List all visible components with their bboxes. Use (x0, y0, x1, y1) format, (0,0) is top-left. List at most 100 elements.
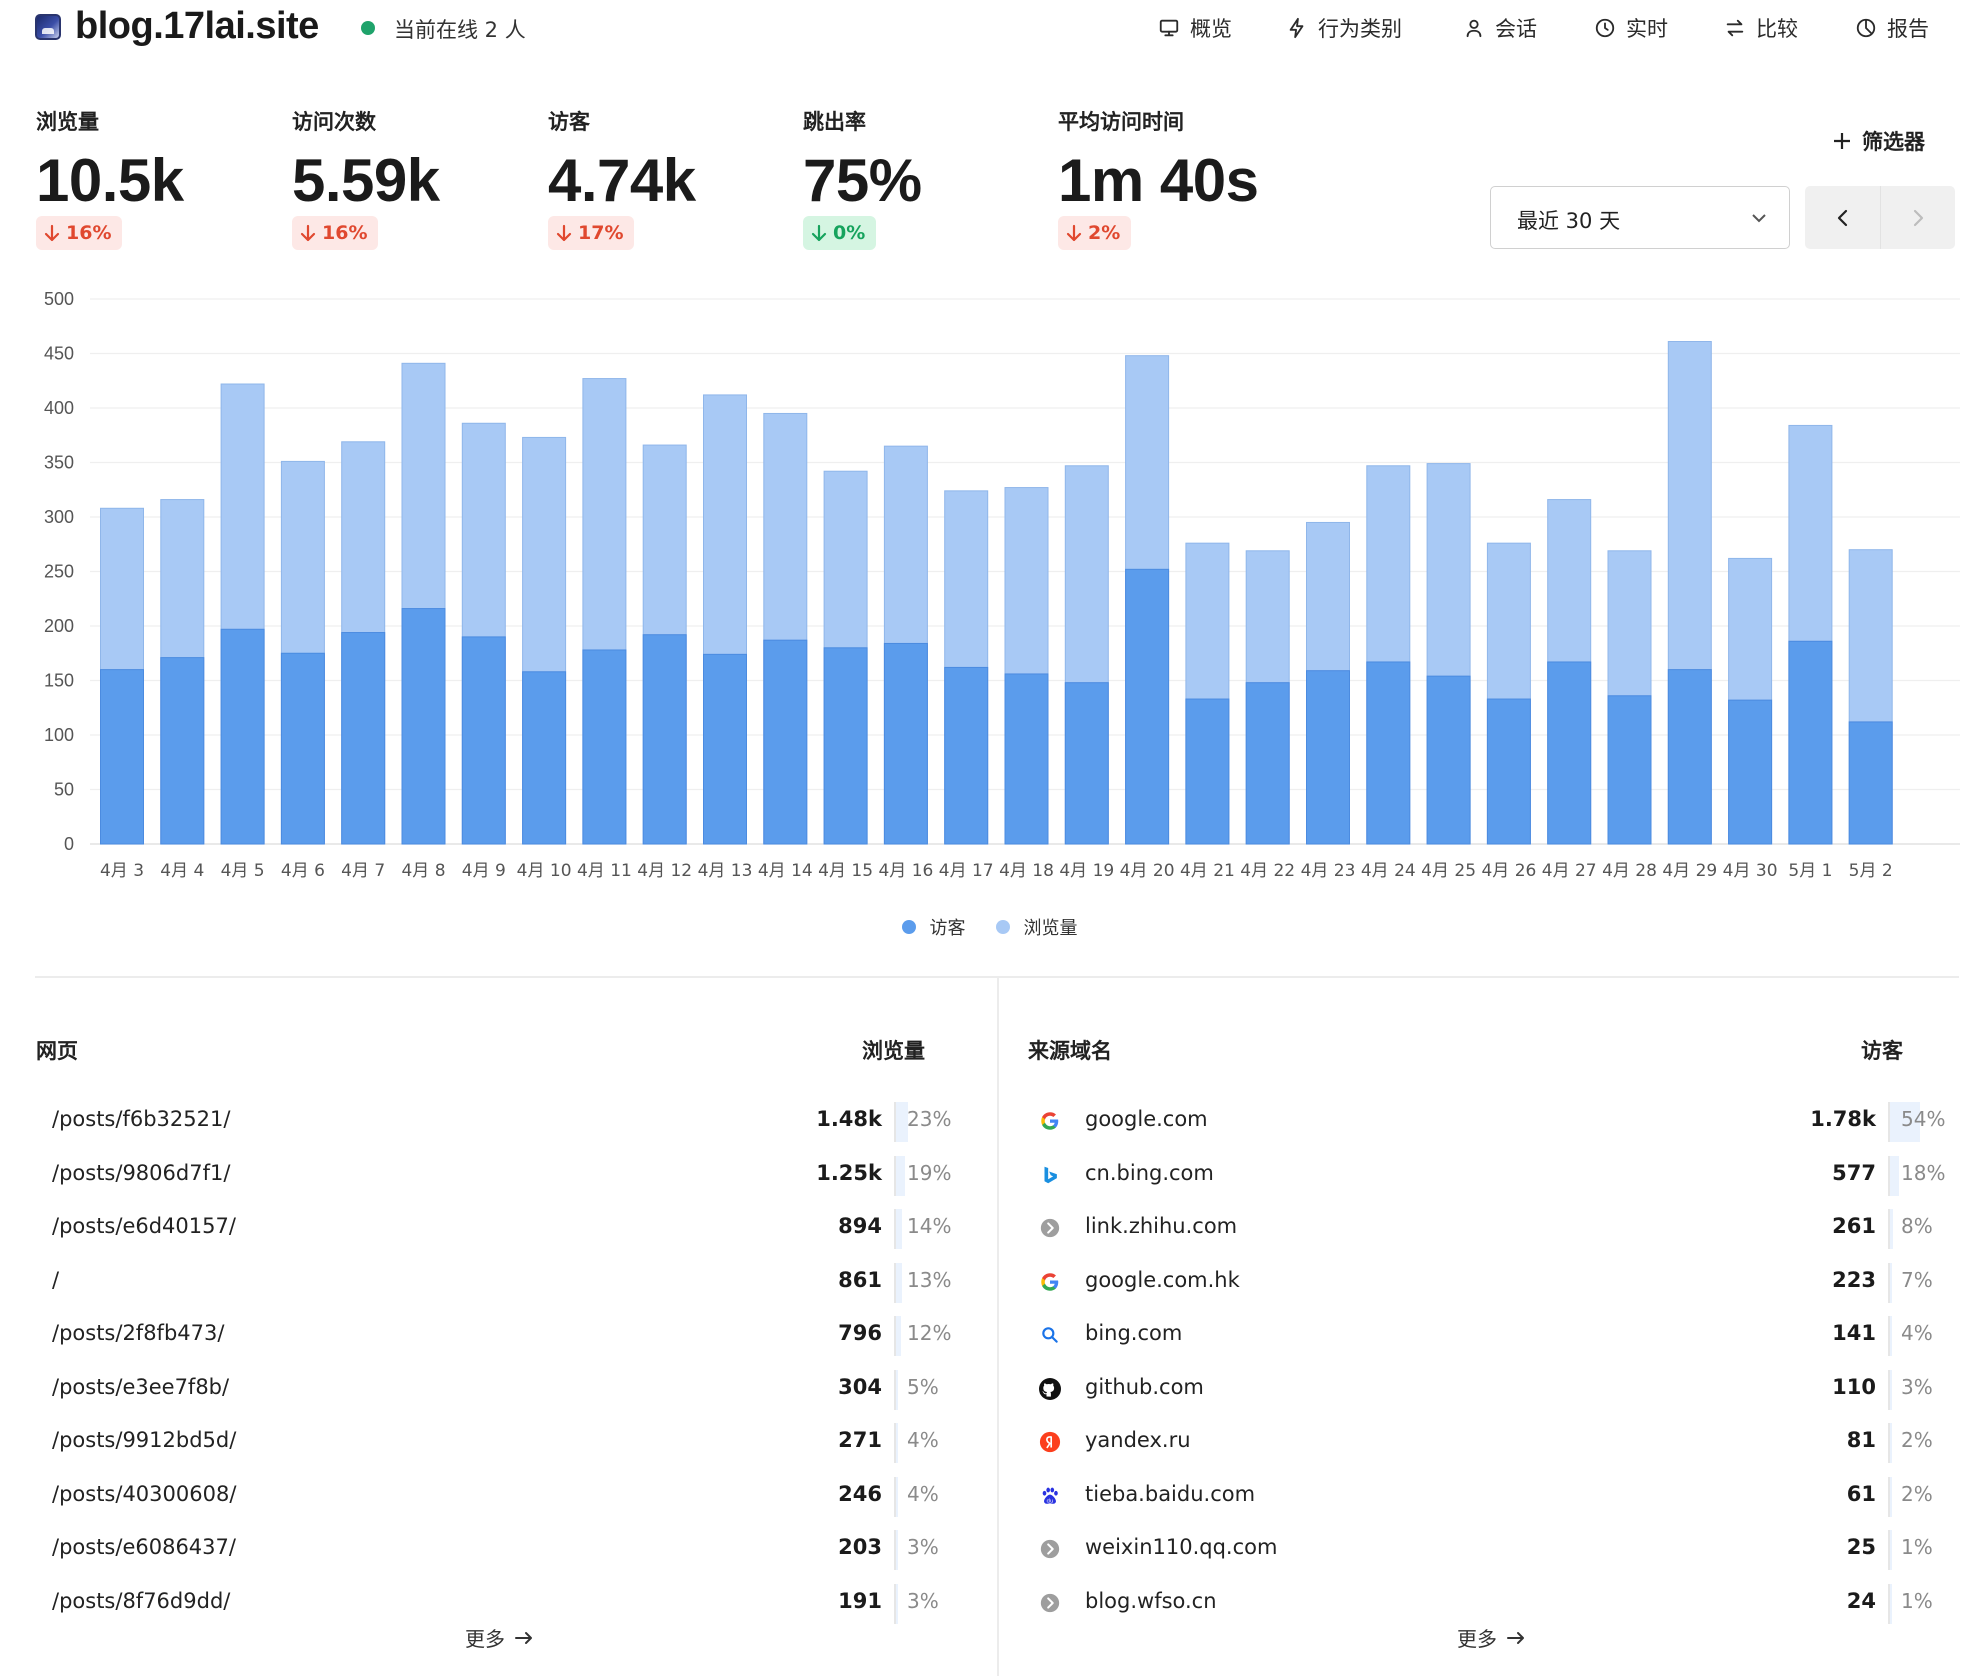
referrer-row[interactable]: weixin110.qq.com 25 1% (1028, 1523, 1958, 1575)
legend-label: 访客 (929, 918, 966, 939)
page-row[interactable]: /posts/8f76d9dd/191 3% (36, 1577, 966, 1629)
referrer-row-label[interactable]: tieba.baidu.com (1085, 1481, 1256, 1506)
referrer-row-percent: 54% (1901, 1107, 1946, 1131)
visitors-bar (461, 636, 506, 845)
referrer-row-label[interactable]: weixin110.qq.com (1085, 1535, 1278, 1559)
referrer-row[interactable]: link.zhihu.com 261 8% (1028, 1202, 1958, 1254)
x-tick-label: 4月 20 (1120, 861, 1175, 881)
metric-label: 平均访问时间 (1058, 110, 1184, 134)
date-range-select[interactable]: 最近 30 天 (1490, 186, 1790, 249)
referrer-row-label[interactable]: blog.wfso.cn (1085, 1588, 1217, 1613)
row-separator (1888, 1423, 1890, 1463)
page-row[interactable]: /posts/9806d7f1/1.25k 19% (36, 1149, 966, 1201)
page-row[interactable]: /posts/9912bd5d/271 4% (36, 1416, 966, 1468)
metric-visitors[interactable]: 访客 4.74k 17% (548, 106, 696, 250)
legend-dot-pageviews-icon (995, 920, 1010, 934)
x-tick-label: 4月 28 (1602, 861, 1657, 881)
metric-change-badge: 16% (292, 216, 379, 250)
referrer-row[interactable]: blog.wfso.cn 24 1% (1028, 1577, 1958, 1629)
referrer-row-percent: 3% (1901, 1374, 1933, 1399)
referrer-row-label[interactable]: bing.com (1085, 1321, 1183, 1345)
nav-reports-label: 报告 (1887, 17, 1929, 41)
row-separator (1888, 1262, 1890, 1303)
nav-realtime[interactable]: 实时 (1594, 13, 1668, 43)
page-row[interactable]: /posts/e3ee7f8b/304 5% (36, 1363, 966, 1415)
y-tick-label: 500 (44, 289, 74, 309)
referrer-row[interactable]: google.com 1.78k 54% (1028, 1095, 1958, 1147)
page-row-label[interactable]: /posts/f6b32521/ (52, 1107, 231, 1131)
metric-visits[interactable]: 访问次数 5.59k 16% (292, 106, 440, 250)
page-row[interactable]: /posts/f6b32521/1.48k 23% (36, 1095, 966, 1147)
referrer-row[interactable]: bing.com 141 4% (1028, 1309, 1958, 1361)
referrer-row-share-bar (1888, 1262, 1892, 1303)
legend-item-visitors[interactable]: 访客 (901, 914, 966, 940)
page-row-label[interactable]: /posts/9912bd5d/ (52, 1428, 237, 1452)
search-icon (1038, 1323, 1062, 1347)
page-row-percent: 19% (907, 1160, 952, 1185)
arrow-down-icon (300, 224, 316, 242)
page-row-label[interactable]: /posts/9806d7f1/ (52, 1160, 231, 1185)
referrer-row[interactable]: cn.bing.com 577 18% (1028, 1149, 1958, 1201)
y-tick-label: 100 (44, 725, 74, 745)
online-visitors-text[interactable]: 当前在线 2 人 (394, 18, 526, 42)
visitors-bar (1004, 673, 1049, 845)
referrer-row-label[interactable]: google.com.hk (1085, 1267, 1240, 1292)
metric-bounce-rate[interactable]: 跳出率 75% 0% (803, 106, 922, 250)
next-period-button[interactable] (1880, 186, 1955, 249)
referrer-row-label[interactable]: google.com (1085, 1107, 1208, 1131)
page-row-label[interactable]: /posts/e6086437/ (52, 1535, 236, 1559)
page-row[interactable]: /posts/e6d40157/894 14% (36, 1202, 966, 1254)
referrer-row[interactable]: google.com.hk 223 7% (1028, 1256, 1958, 1308)
metric-value: 5.59k (292, 147, 440, 214)
nav-compare[interactable]: 比较 (1724, 13, 1798, 43)
site-title[interactable]: blog.17lai.site (75, 5, 319, 47)
metric-change-badge: 17% (548, 216, 635, 250)
legend-item-pageviews[interactable]: 浏览量 (995, 914, 1078, 940)
nav-overview[interactable]: 概览 (1158, 13, 1232, 43)
metric-avg-visit-time[interactable]: 平均访问时间 1m 40s 2% (1058, 106, 1259, 250)
visitors-bar (220, 628, 265, 845)
x-tick-label: 4月 19 (1059, 861, 1114, 881)
site-logo-icon[interactable] (35, 14, 61, 40)
page-row[interactable]: /posts/2f8fb473/796 12% (36, 1309, 966, 1361)
page-row-label[interactable]: /posts/2f8fb473/ (52, 1321, 225, 1345)
page-row[interactable]: /posts/e6086437/203 3% (36, 1523, 966, 1575)
visitors-pageviews-bar-chart: 0 50 100 150 200 250 300 350 400 450 500 4月 3 4月 4 4月… (44, 289, 1960, 881)
metric-pageviews[interactable]: 浏览量 10.5k 16% (36, 106, 184, 250)
filter-button[interactable]: 筛选器 (1832, 126, 1925, 156)
referrer-row-label[interactable]: github.com (1085, 1374, 1204, 1399)
referrer-row-share-bar (1888, 1209, 1893, 1249)
date-pager (1805, 186, 1955, 249)
page-row[interactable]: /posts/40300608/246 4% (36, 1470, 966, 1522)
referrer-row-label[interactable]: cn.bing.com (1085, 1160, 1214, 1185)
more-link-label: 更多 (465, 1627, 505, 1651)
section-divider (35, 976, 1959, 978)
swap-icon (1726, 19, 1744, 37)
arrow-down-icon (1066, 224, 1082, 242)
referrer-row-percent: 7% (1901, 1267, 1933, 1292)
visitors-bar (1788, 640, 1833, 845)
page-row-percent: 12% (907, 1321, 952, 1345)
nav-reports[interactable]: 报告 (1855, 13, 1929, 43)
page-row-label[interactable]: / (52, 1267, 60, 1292)
x-tick-label: 5月 2 (1849, 861, 1893, 881)
nav-sessions[interactable]: 会话 (1463, 13, 1537, 43)
pie-icon (1856, 18, 1876, 38)
page-row-label[interactable]: /posts/8f76d9dd/ (52, 1588, 231, 1613)
referrer-row[interactable]: du tieba.baidu.com 61 2% (1028, 1470, 1958, 1522)
referrers-more-link[interactable]: 更多 (1457, 1623, 1525, 1652)
page-row[interactable]: / 861 13% (36, 1256, 966, 1308)
referrer-row[interactable]: github.com 110 3% (1028, 1363, 1958, 1415)
referrer-row-label[interactable]: yandex.ru (1085, 1428, 1191, 1452)
page-row-label[interactable]: /posts/e3ee7f8b/ (52, 1374, 230, 1399)
x-tick-label: 4月 7 (341, 861, 385, 881)
metric-value: 1m 40s (1058, 147, 1259, 214)
nav-events[interactable]: 行为类别 (1286, 13, 1402, 43)
page-row-label[interactable]: /posts/40300608/ (52, 1481, 237, 1506)
page-row-label[interactable]: /posts/e6d40157/ (52, 1214, 236, 1238)
referrer-row-label[interactable]: link.zhihu.com (1085, 1214, 1238, 1238)
pages-more-link[interactable]: 更多 (465, 1623, 533, 1652)
referrer-row-share-bar (1888, 1530, 1892, 1570)
referrer-row[interactable]: yandex.ru 81 2% (1028, 1416, 1958, 1468)
previous-period-button[interactable] (1805, 186, 1880, 249)
